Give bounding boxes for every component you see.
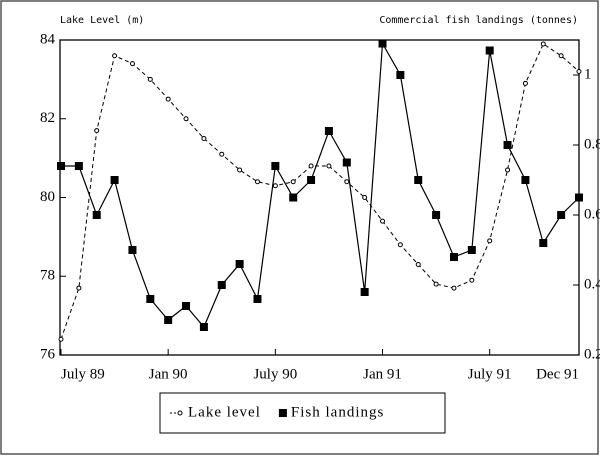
point: [344, 179, 350, 185]
point: [183, 116, 189, 122]
point: [74, 162, 83, 170]
point: [289, 193, 298, 202]
point: [235, 260, 244, 268]
point: [58, 336, 64, 342]
point: [165, 96, 171, 102]
point: [342, 158, 351, 167]
point: [128, 246, 137, 254]
y2-tick-label: 0.2: [584, 346, 600, 362]
point: [307, 176, 316, 184]
point: [433, 281, 439, 287]
point: [540, 41, 546, 47]
point: [415, 261, 421, 267]
point: [539, 239, 548, 247]
y2-tick-label: 0.6: [584, 206, 600, 222]
point: [522, 80, 528, 86]
y-tick-label: 80: [40, 189, 55, 205]
point: [324, 127, 333, 135]
point: [253, 295, 262, 303]
point: [575, 193, 583, 202]
point: [94, 128, 100, 134]
point: [503, 141, 512, 149]
point: [129, 61, 135, 67]
y-tick-label: 76: [40, 346, 56, 362]
point: [237, 167, 243, 173]
y-tick-label: 82: [40, 110, 55, 126]
legend-label: Lake level: [188, 404, 261, 420]
point: [177, 410, 183, 416]
point: [362, 195, 368, 200]
point: [521, 176, 530, 184]
point: [449, 253, 458, 261]
point: [326, 163, 332, 169]
point: [290, 179, 296, 185]
point: [451, 285, 457, 291]
point: [487, 238, 493, 244]
point: [505, 167, 511, 173]
point: [271, 162, 280, 170]
point: [396, 71, 405, 79]
y2-tick-label: 1: [584, 66, 592, 82]
y2-axis-label: Commercial fish landings (tonnes): [379, 15, 578, 26]
point: [380, 218, 386, 224]
point: [558, 53, 564, 59]
x-tick-label: Jan 90: [149, 366, 188, 382]
point: [199, 323, 208, 331]
series-line: [60, 43, 580, 340]
point: [217, 281, 226, 289]
point: [112, 53, 118, 59]
y-axis-label: Lake Level (m): [60, 15, 144, 26]
x-tick-label: Dec 91: [536, 366, 579, 382]
point: [182, 302, 191, 310]
legend-label: Fish landings: [291, 404, 384, 420]
point: [76, 285, 82, 291]
point: [110, 176, 119, 184]
point: [360, 288, 369, 296]
point: [272, 183, 278, 189]
y-tick-label: 84: [40, 31, 56, 47]
point: [397, 242, 403, 248]
point: [57, 162, 65, 170]
point: [469, 277, 475, 283]
y2-tick-label: 0.4: [584, 276, 600, 292]
y2-tick-label: 0.8: [584, 136, 600, 152]
point: [92, 211, 101, 219]
point: [164, 316, 173, 324]
point: [576, 69, 582, 74]
point: [308, 163, 314, 169]
x-tick-label: July 89: [61, 366, 105, 382]
point: [557, 211, 566, 219]
point: [278, 409, 287, 417]
series-line: [61, 41, 580, 329]
point: [201, 135, 207, 141]
point: [378, 39, 387, 48]
x-tick-label: July 91: [468, 366, 512, 382]
point: [467, 246, 476, 254]
point: [485, 46, 494, 55]
point: [219, 151, 225, 157]
x-tick-label: July 90: [253, 366, 297, 382]
legend: [159, 392, 446, 434]
point: [432, 211, 441, 219]
y-tick-label: 78: [40, 268, 55, 284]
point: [254, 179, 260, 185]
point: [414, 176, 423, 184]
point: [147, 76, 153, 82]
point: [146, 295, 155, 303]
x-tick-label: Jan 91: [363, 366, 402, 382]
